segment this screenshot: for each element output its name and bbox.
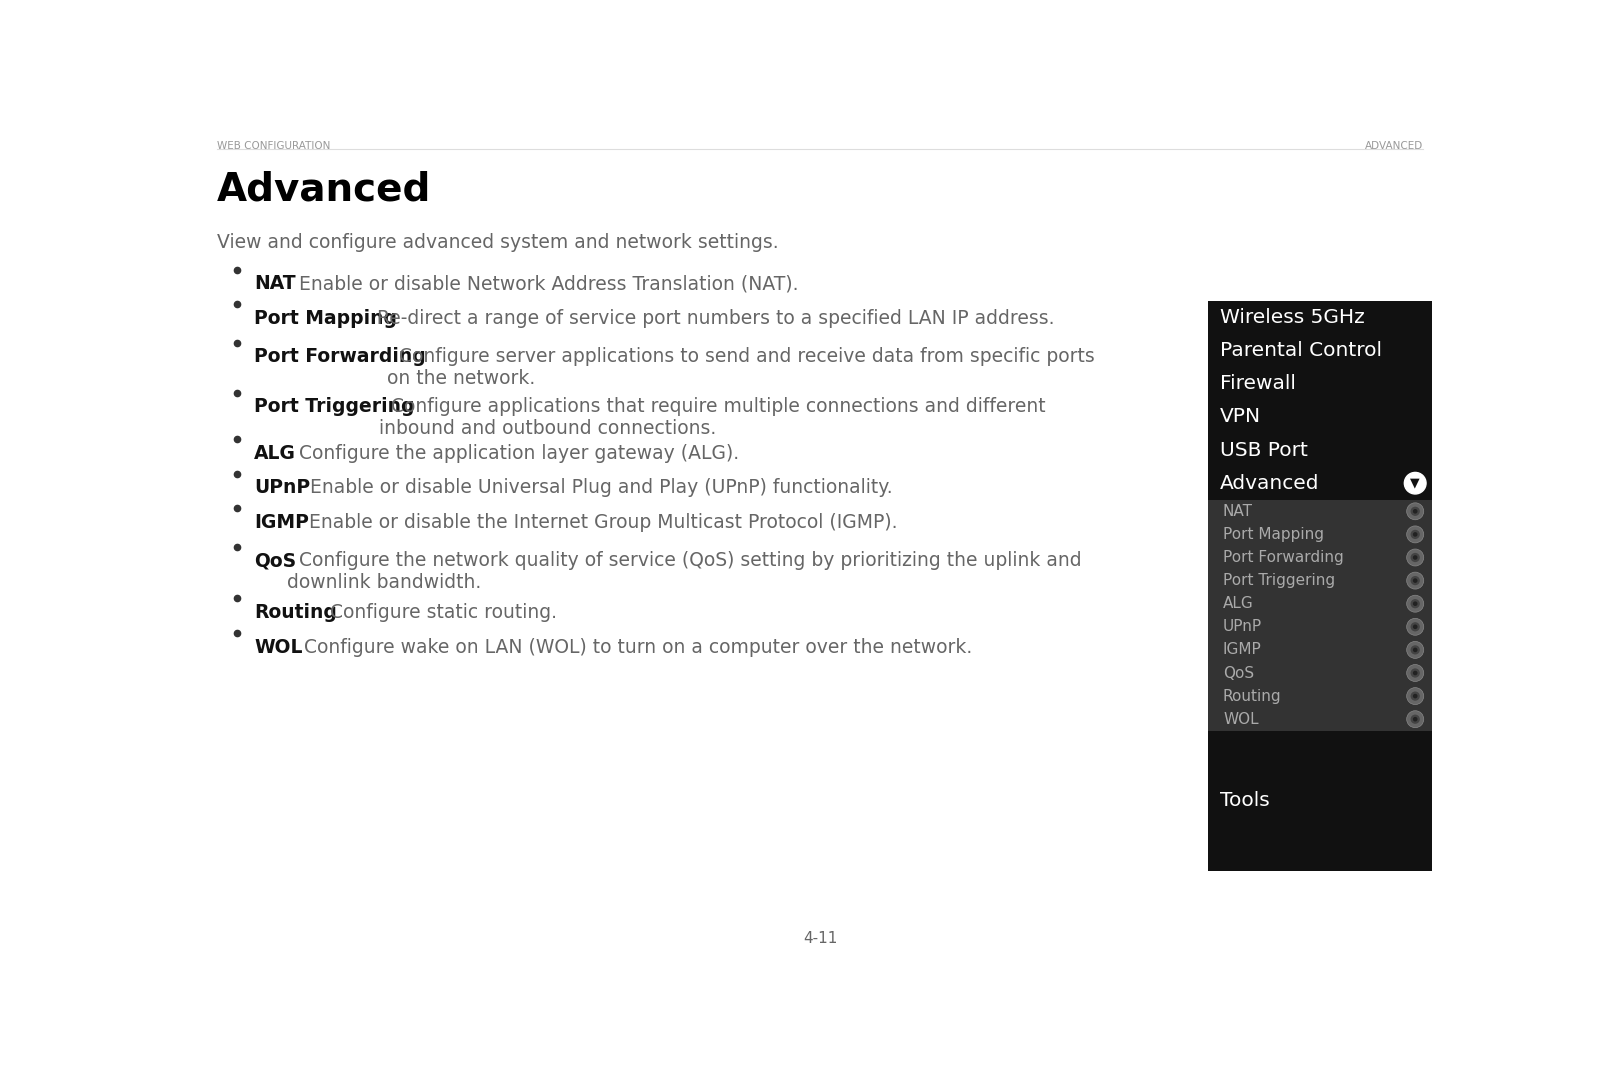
Text: VPN: VPN (1219, 407, 1261, 427)
Circle shape (1413, 578, 1418, 583)
Circle shape (1413, 648, 1418, 652)
Text: Firewall: Firewall (1219, 374, 1296, 394)
Circle shape (1411, 692, 1419, 700)
Text: Tools: Tools (1219, 791, 1270, 811)
Text: Port Forwarding: Port Forwarding (254, 347, 426, 367)
Circle shape (1413, 532, 1418, 537)
Circle shape (1411, 715, 1419, 723)
Text: Advanced: Advanced (218, 170, 432, 208)
Text: Wireless 5GHz: Wireless 5GHz (1219, 308, 1365, 327)
Circle shape (1406, 549, 1424, 566)
Text: IGMP: IGMP (1222, 643, 1262, 658)
Circle shape (1411, 576, 1419, 585)
FancyBboxPatch shape (1208, 500, 1432, 731)
Circle shape (1411, 530, 1419, 539)
Text: WEB CONFIGURATION: WEB CONFIGURATION (218, 141, 331, 151)
Text: Parental Control: Parental Control (1219, 341, 1382, 360)
Text: Port Triggering: Port Triggering (254, 397, 414, 417)
Circle shape (1406, 664, 1424, 682)
Circle shape (1413, 671, 1418, 675)
Circle shape (1413, 555, 1418, 560)
Text: ▼: ▼ (1410, 477, 1421, 490)
FancyBboxPatch shape (1208, 301, 1432, 871)
Circle shape (1413, 509, 1418, 514)
Text: ALG: ALG (254, 444, 296, 463)
Text: ALG: ALG (1222, 596, 1254, 611)
Text: Enable or disable Network Address Translation (NAT).: Enable or disable Network Address Transl… (286, 274, 798, 293)
Text: Re-direct a range of service port numbers to a specified LAN IP address.: Re-direct a range of service port number… (365, 309, 1054, 327)
Text: Enable or disable the Internet Group Multicast Protocol (IGMP).: Enable or disable the Internet Group Mul… (296, 513, 898, 531)
Circle shape (1413, 601, 1418, 606)
Text: Port Mapping: Port Mapping (254, 309, 397, 327)
Text: NAT: NAT (254, 274, 296, 293)
Text: NAT: NAT (1222, 504, 1253, 519)
Circle shape (1406, 596, 1424, 612)
Text: USB Port: USB Port (1219, 441, 1307, 459)
Text: Configure the application layer gateway (ALG).: Configure the application layer gateway … (286, 444, 739, 463)
Circle shape (1411, 645, 1419, 655)
Circle shape (1411, 669, 1419, 678)
Text: Routing: Routing (1222, 688, 1282, 704)
Text: QoS: QoS (1222, 666, 1254, 681)
Circle shape (1406, 710, 1424, 728)
Circle shape (1413, 717, 1418, 721)
Text: WOL: WOL (1222, 711, 1259, 727)
Text: WOL: WOL (254, 637, 302, 657)
Text: Port Triggering: Port Triggering (1222, 573, 1334, 588)
Circle shape (1413, 694, 1418, 698)
Text: Configure server applications to send and receive data from specific ports
on th: Configure server applications to send an… (387, 347, 1094, 388)
Circle shape (1406, 619, 1424, 635)
Circle shape (1411, 599, 1419, 609)
Text: Enable or disable Universal Plug and Play (UPnP) functionality.: Enable or disable Universal Plug and Pla… (298, 478, 893, 497)
Circle shape (1413, 624, 1418, 630)
Text: Port Forwarding: Port Forwarding (1222, 550, 1344, 565)
Text: Routing: Routing (254, 603, 338, 622)
Text: Configure wake on LAN (WOL) to turn on a computer over the network.: Configure wake on LAN (WOL) to turn on a… (291, 637, 973, 657)
Circle shape (1405, 472, 1426, 494)
Circle shape (1406, 572, 1424, 589)
Text: IGMP: IGMP (254, 513, 309, 531)
Text: UPnP: UPnP (1222, 620, 1262, 634)
Circle shape (1406, 503, 1424, 519)
Circle shape (1411, 506, 1419, 516)
Text: UPnP: UPnP (254, 478, 310, 497)
Text: Configure static routing.: Configure static routing. (318, 603, 557, 622)
Text: Advanced: Advanced (1219, 473, 1320, 493)
Circle shape (1411, 622, 1419, 632)
Circle shape (1406, 526, 1424, 543)
Circle shape (1406, 687, 1424, 705)
Circle shape (1406, 642, 1424, 658)
Text: Port Mapping: Port Mapping (1222, 527, 1325, 542)
Text: ADVANCED: ADVANCED (1365, 141, 1422, 151)
Text: Configure applications that require multiple connections and different
inbound a: Configure applications that require mult… (379, 397, 1045, 439)
Text: QoS: QoS (254, 551, 296, 571)
Text: Configure the network quality of service (QoS) setting by prioritizing the uplin: Configure the network quality of service… (286, 551, 1082, 592)
Text: View and configure advanced system and network settings.: View and configure advanced system and n… (218, 233, 779, 252)
Circle shape (1411, 553, 1419, 562)
Text: 4-11: 4-11 (803, 932, 837, 946)
